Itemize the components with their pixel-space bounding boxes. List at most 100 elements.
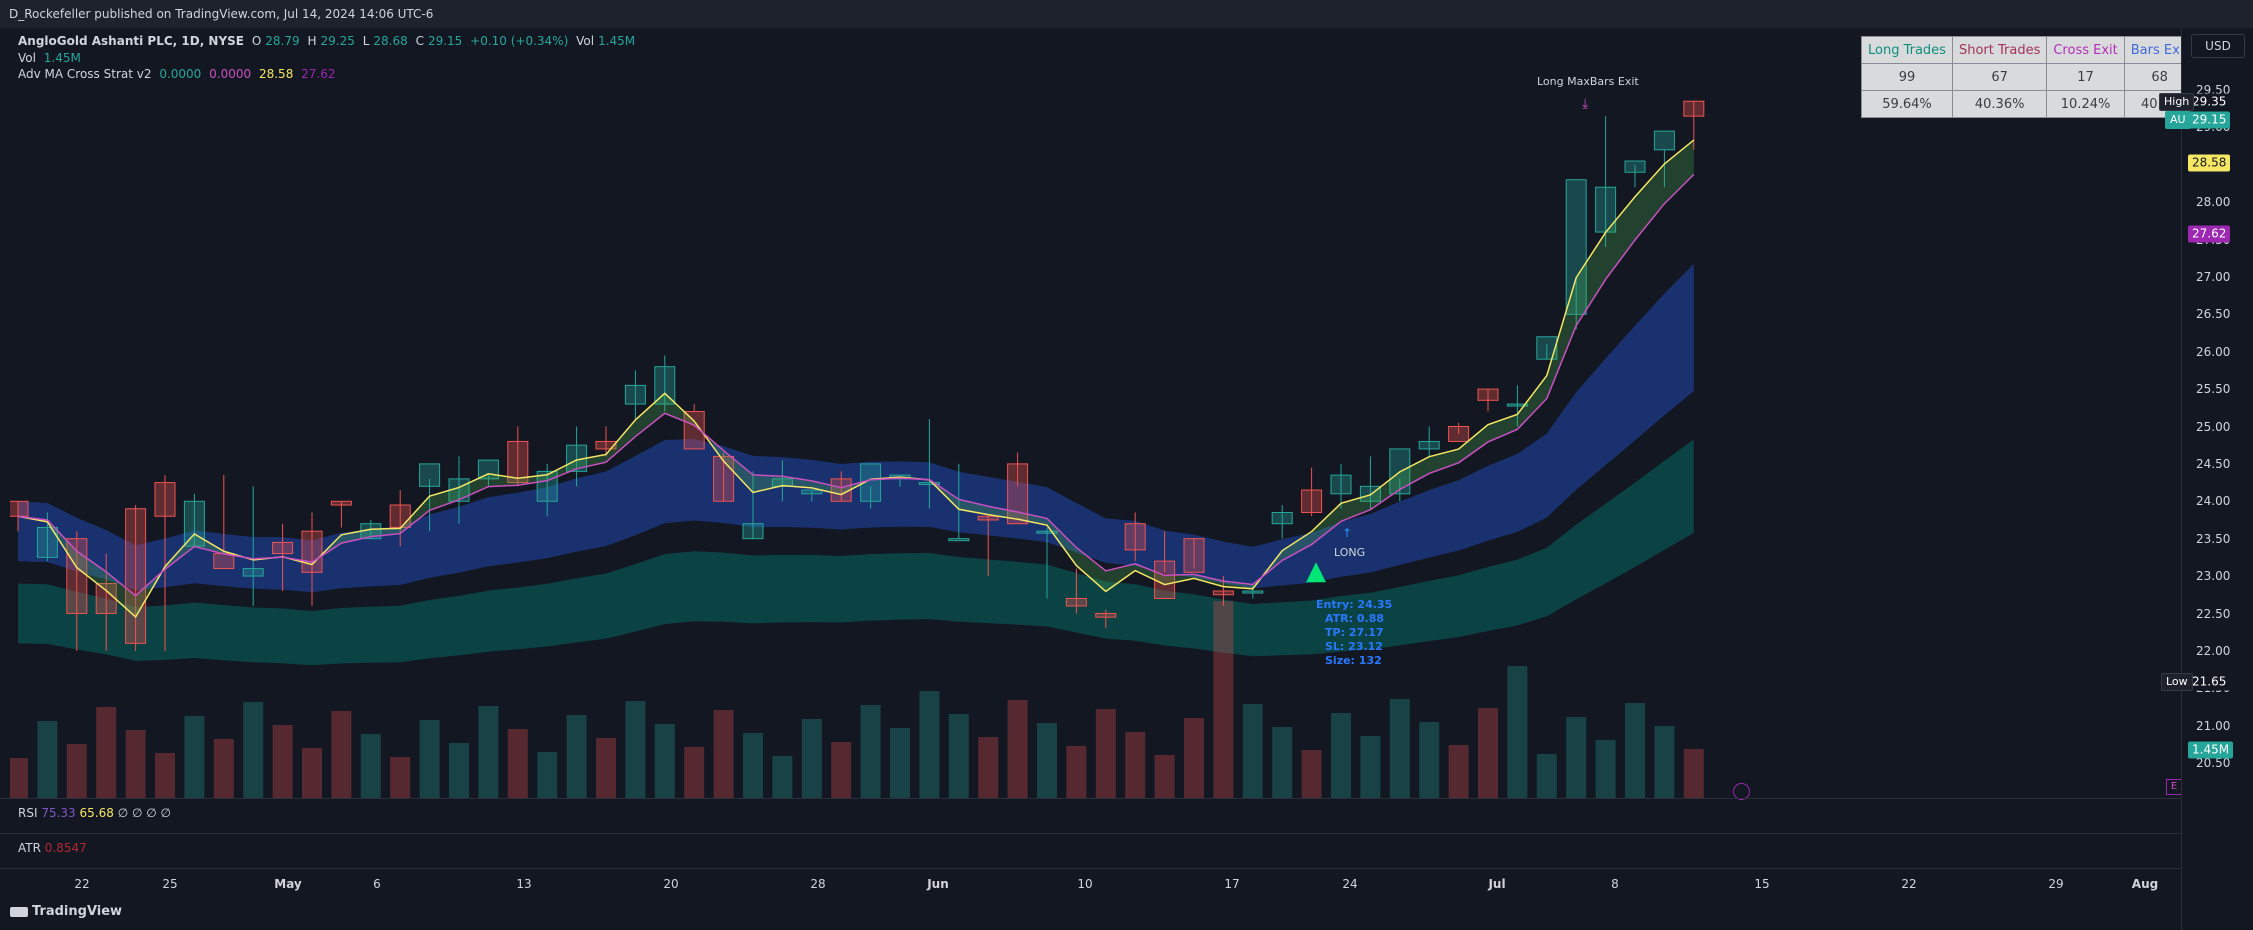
volume-bar (1360, 736, 1381, 798)
sl-info: SL: 23.12 (1325, 640, 1383, 653)
open-value: 28.79 (265, 34, 300, 48)
volume-bar (684, 747, 705, 798)
candle-body (918, 482, 940, 486)
time-tick: 13 (516, 877, 532, 891)
candle-body (1124, 523, 1146, 551)
volume-bar (1125, 732, 1146, 798)
time-tick: 20 (663, 877, 679, 891)
price-tick: 22.50 (2196, 606, 2231, 621)
candle-body (713, 455, 735, 502)
candle-body (10, 500, 29, 517)
entry-info: Entry: 24.35 (1316, 598, 1393, 611)
candle-body (272, 541, 294, 555)
candle-body (1212, 590, 1234, 596)
candle-body (95, 583, 117, 614)
candle-body (948, 538, 970, 542)
volume-bar (1654, 726, 1675, 798)
volume-bar (507, 729, 528, 798)
candle-body (242, 568, 264, 577)
size-info: Size: 132 (1325, 654, 1382, 667)
publisher-text: D_Rockefeller published on TradingView.c… (9, 7, 434, 21)
atr-label: ATR (18, 841, 41, 855)
candle-body (1095, 612, 1117, 618)
candle-body (36, 526, 58, 558)
volume-bar (184, 716, 205, 798)
volume-bar (125, 730, 146, 798)
volume-bar (566, 715, 587, 798)
volume-bar (831, 742, 852, 798)
strategy-value-2: 0.0000 (209, 67, 252, 81)
vol-value: 1.45M (598, 34, 636, 48)
price-tick: 23.00 (2196, 569, 2231, 584)
candle-body (654, 366, 676, 405)
volume-bar (449, 743, 469, 798)
time-axis[interactable]: 22 25 May 6 13 20 28 Jun 10 17 24 Jul 8 15 22 29 Aug (0, 868, 2181, 899)
low-side-tag: Low (2161, 673, 2193, 691)
volume-bar (1478, 708, 1498, 798)
price-axis[interactable] (2181, 28, 2253, 930)
price-tick: 26.50 (2196, 307, 2231, 322)
currency-button[interactable]: USD (2191, 34, 2245, 58)
long-triangle-icon: ▲ (1306, 556, 1326, 586)
earnings-icon[interactable]: E (2166, 779, 2182, 795)
volume-bar (625, 701, 646, 798)
high-price-tag: 29.35 (2188, 93, 2231, 111)
volume-bars (10, 601, 1704, 798)
close-label: C (415, 34, 424, 48)
candle-body (419, 463, 441, 487)
time-tick: 29 (2048, 877, 2064, 891)
vol-row[interactable]: Vol 1.45M (18, 51, 85, 65)
candle-body (1036, 530, 1058, 534)
volume-bar (1625, 703, 1645, 798)
volume-bar (96, 707, 117, 798)
slow-ma-line (17, 173, 1695, 597)
lightning-icon[interactable] (1733, 783, 1750, 800)
stat-long-pct: 59.64% (1861, 90, 1953, 118)
volume-bar (654, 724, 675, 798)
volume-bar (1007, 700, 1028, 798)
volume-tag: 1.45M (2188, 741, 2234, 759)
candle-body (801, 489, 823, 495)
price-chart[interactable] (10, 28, 2181, 798)
time-tick: May (274, 877, 302, 891)
blue-ma-band (18, 263, 1694, 593)
time-tick: 15 (1754, 877, 1770, 891)
volume-bar (1331, 713, 1351, 798)
rsi-pane-label[interactable]: RSI 75.33 65.68 ∅ ∅ ∅ ∅ (18, 806, 171, 820)
strategy-value-3: 28.58 (258, 67, 294, 81)
volume-bar (713, 710, 734, 798)
volume-bar (302, 748, 322, 798)
candle-body (1183, 538, 1205, 573)
low-label: L (362, 34, 370, 48)
stat-cross-pct: 10.24% (2046, 90, 2125, 118)
publish-bar: D_Rockefeller published on TradingView.c… (0, 0, 2253, 28)
volume-bar (243, 702, 264, 798)
candle-body (742, 523, 764, 540)
time-tick: Jun (927, 877, 949, 891)
vol-label: Vol (576, 34, 595, 48)
volume-bar (1272, 727, 1293, 798)
volume-bar (537, 752, 558, 798)
volume-bar (1184, 718, 1204, 798)
time-tick: 28 (810, 877, 826, 891)
rsi-pane-divider (0, 798, 2181, 799)
price-tick: 25.00 (2196, 419, 2231, 434)
time-tick: 25 (162, 877, 178, 891)
time-tick: 6 (373, 877, 381, 891)
volume-bar (1242, 704, 1263, 798)
candle-body (213, 553, 235, 570)
time-tick: 8 (1611, 877, 1619, 891)
volume-bar (1507, 666, 1528, 798)
volume-bar (860, 705, 881, 798)
candle-body (977, 515, 999, 521)
time-tick: 24 (1342, 877, 1358, 891)
time-tick: Aug (2131, 877, 2159, 891)
atr-pane-label[interactable]: ATR 0.8547 (18, 841, 87, 855)
tradingview-footer[interactable]: TradingView (10, 904, 122, 919)
candles (10, 100, 1705, 651)
strategy-row[interactable]: Adv MA Cross Strat v2 0.0000 0.0000 28.5… (18, 67, 340, 81)
volume-bar (419, 720, 440, 798)
price-tick: 22.00 (2196, 644, 2231, 658)
strategy-stats-table: Long Trades Short Trades Cross Exit Bars… (1861, 36, 2196, 118)
fast-ma-tag: 28.58 (2188, 154, 2231, 172)
